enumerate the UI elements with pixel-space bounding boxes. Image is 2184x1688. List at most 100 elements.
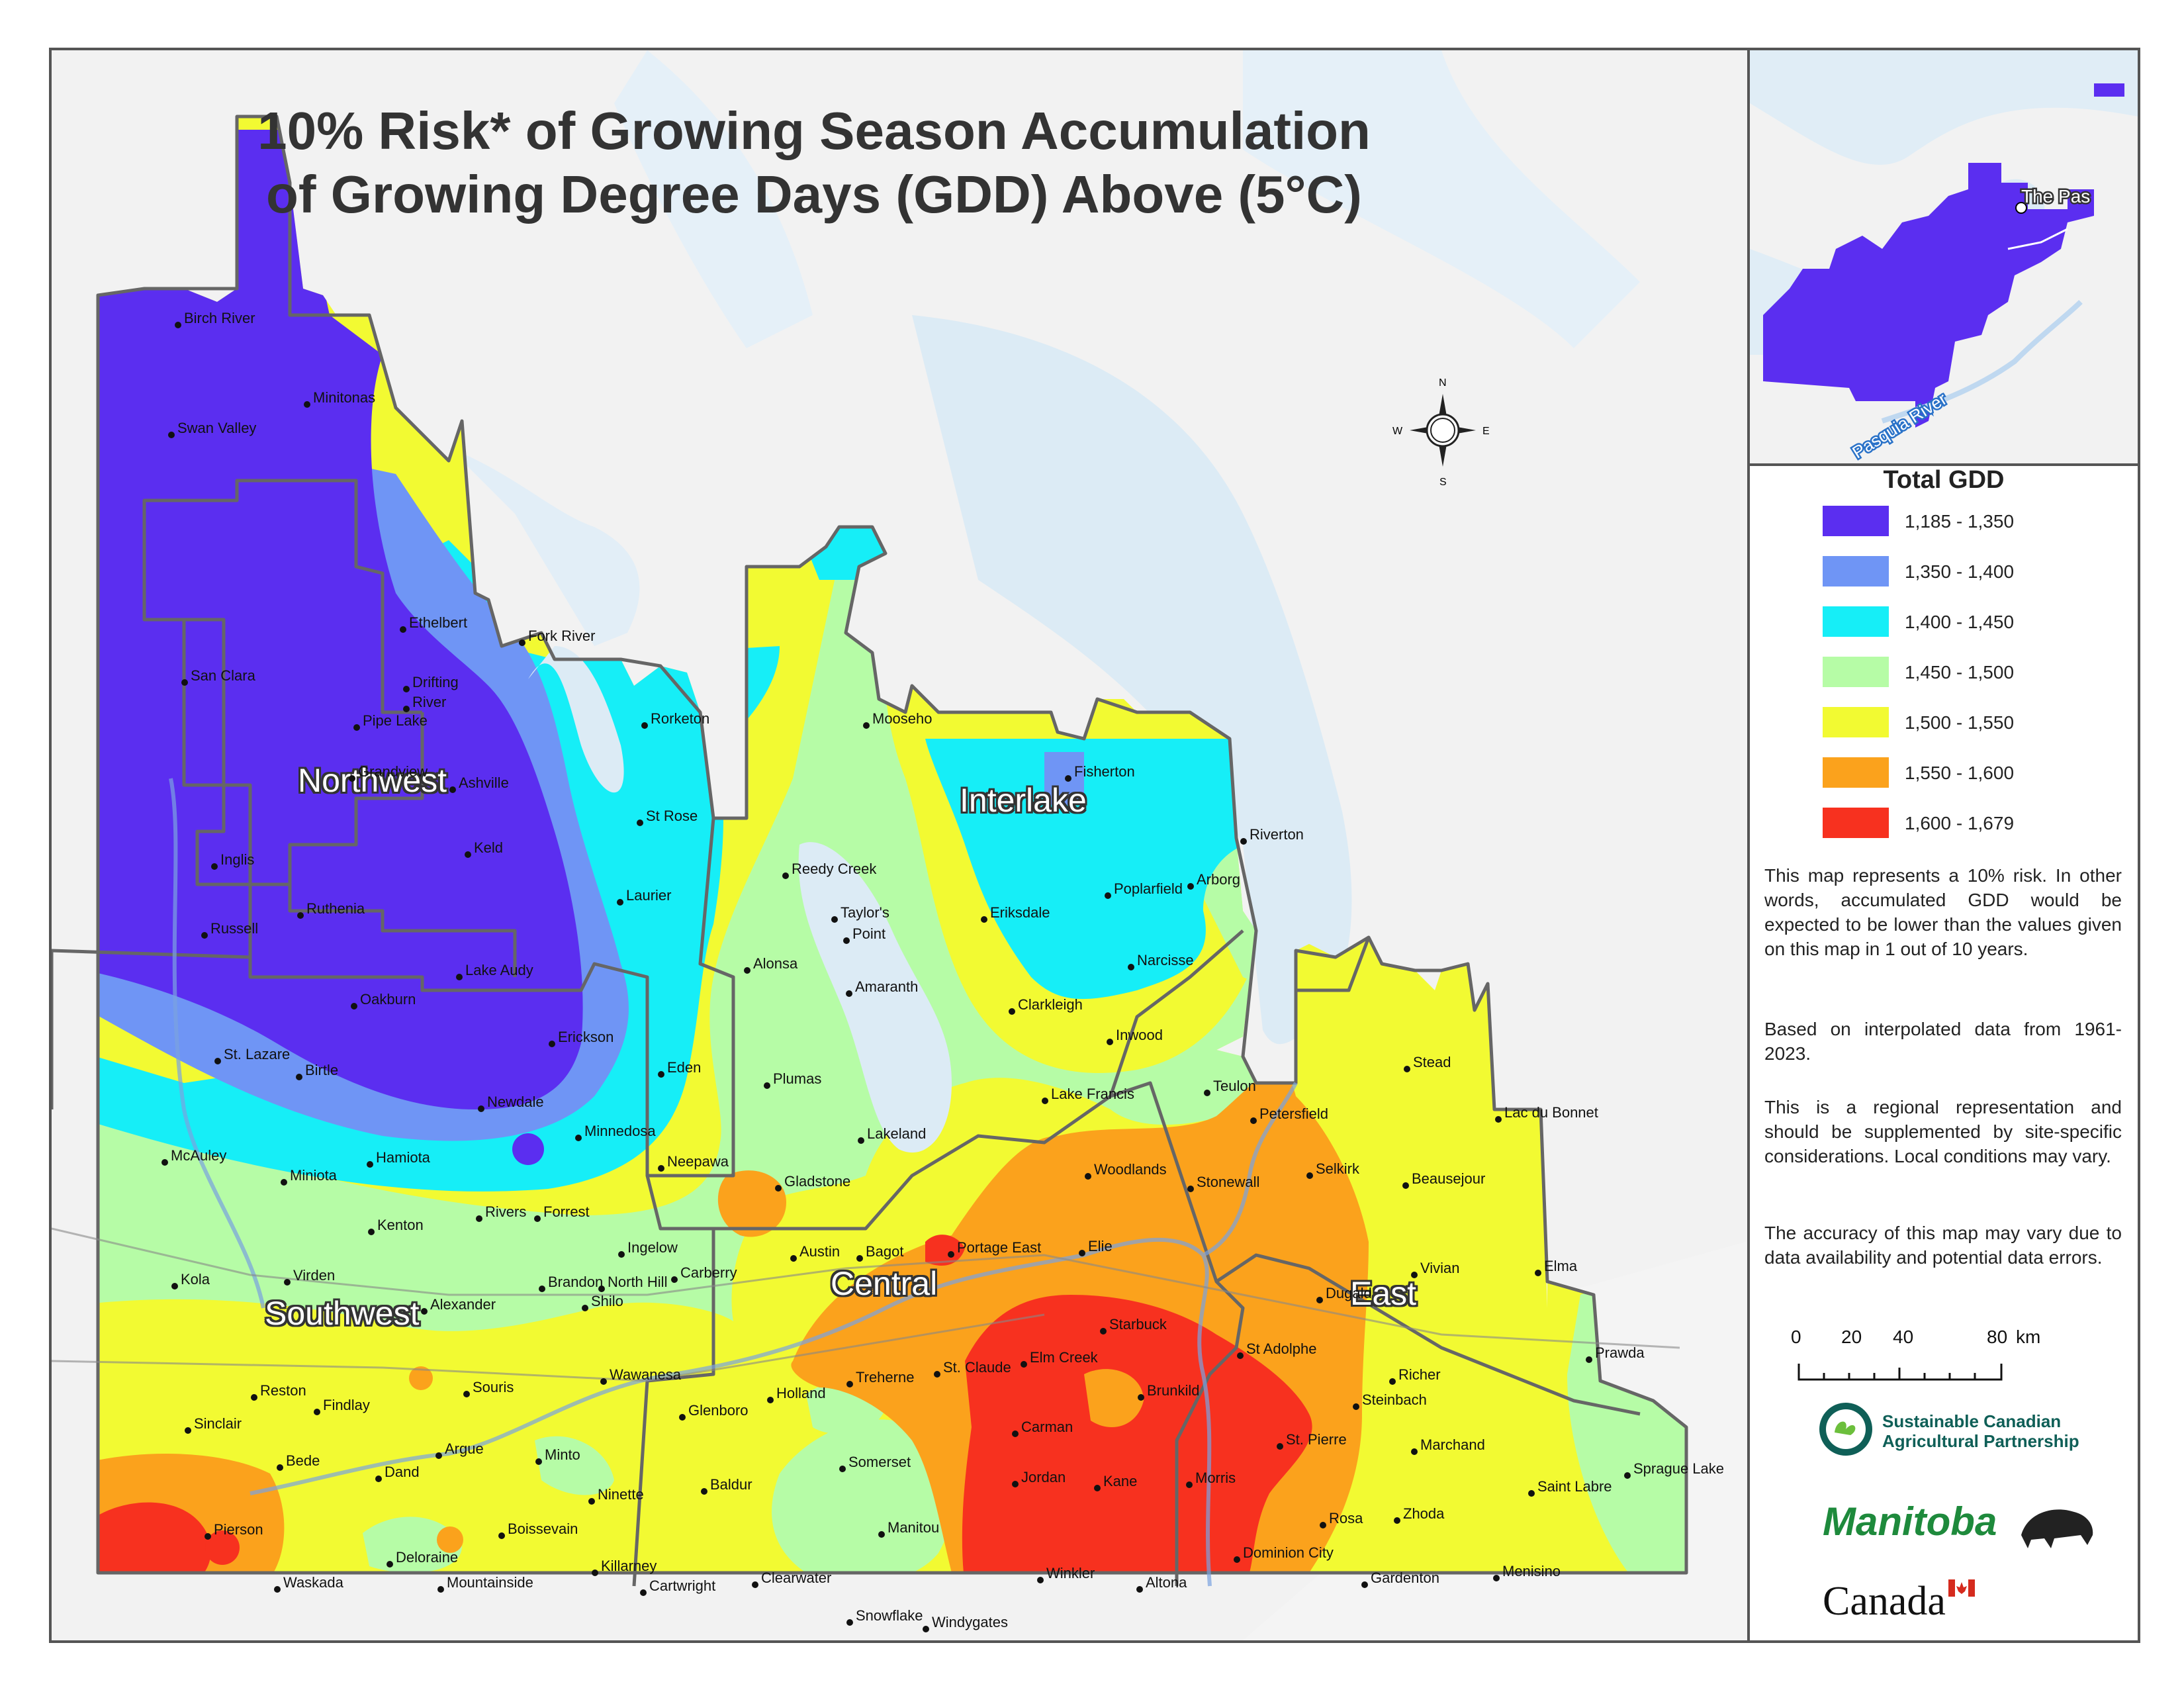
compass-e: E bbox=[1482, 426, 1490, 437]
city-marker bbox=[679, 1414, 686, 1421]
city-label: Reedy Creek bbox=[792, 861, 877, 877]
city-marker bbox=[1404, 1066, 1410, 1072]
city-marker bbox=[600, 1378, 607, 1385]
city-marker bbox=[843, 937, 850, 944]
region-east: East bbox=[1350, 1275, 1417, 1312]
city-marker bbox=[846, 1619, 853, 1626]
city-marker bbox=[1316, 1297, 1323, 1303]
city-marker bbox=[1065, 775, 1071, 782]
city-label: Prawda bbox=[1595, 1344, 1645, 1361]
city-marker bbox=[764, 1082, 770, 1089]
city-label: Clearwater bbox=[761, 1570, 832, 1586]
city-label: Fork River bbox=[528, 628, 596, 644]
city-label: Gladstone bbox=[784, 1173, 851, 1190]
city-marker bbox=[353, 724, 360, 731]
city-label: Carman bbox=[1021, 1419, 1073, 1435]
note-regional: This is a regional representation and sh… bbox=[1764, 1097, 2122, 1166]
city-marker bbox=[367, 1161, 373, 1168]
city-label: Minitonas bbox=[313, 389, 376, 406]
city-label: Oakburn bbox=[360, 991, 416, 1008]
city-label: Riverton bbox=[1250, 826, 1304, 843]
city-marker bbox=[281, 1179, 287, 1186]
city-label: Russell bbox=[210, 920, 259, 937]
city-marker bbox=[1136, 1586, 1143, 1593]
city-label: Holland bbox=[776, 1385, 826, 1401]
inset-town-label: The Pas bbox=[2021, 186, 2090, 207]
city-label: Brandon bbox=[548, 1274, 604, 1290]
city-marker bbox=[575, 1135, 582, 1141]
city-label: St. Lazare bbox=[224, 1046, 291, 1062]
city-label: Treherne bbox=[856, 1369, 915, 1385]
region-central: Central bbox=[831, 1265, 938, 1302]
city-marker bbox=[637, 820, 643, 826]
city-label: Forrest bbox=[543, 1203, 590, 1220]
compass-rose: N S E W bbox=[1390, 374, 1496, 488]
city-label: St. Claude bbox=[943, 1359, 1011, 1376]
scale-tick-0: 0 bbox=[1791, 1327, 1801, 1347]
legend-label: 1,350 - 1,400 bbox=[1905, 561, 2015, 582]
city-marker bbox=[400, 626, 406, 633]
main-map[interactable] bbox=[52, 50, 1747, 1640]
map-frame bbox=[49, 48, 2140, 1643]
city-marker bbox=[1128, 964, 1134, 970]
city-marker bbox=[435, 1452, 442, 1459]
legend-label: 1,185 - 1,350 bbox=[1905, 511, 2015, 532]
city-label: Austin bbox=[799, 1243, 841, 1260]
city-marker bbox=[1493, 1575, 1500, 1581]
city-label: Wawanesa bbox=[610, 1366, 682, 1383]
city-label: San Clara bbox=[191, 667, 255, 684]
city-marker bbox=[387, 1561, 393, 1568]
city-marker bbox=[1237, 1352, 1244, 1359]
city-marker bbox=[1306, 1172, 1313, 1179]
city-marker bbox=[640, 1589, 647, 1596]
city-label: Winkler bbox=[1046, 1565, 1095, 1581]
inset-map[interactable]: The Pas Pasquia River bbox=[1750, 50, 2138, 466]
city-marker bbox=[923, 1626, 929, 1632]
city-marker bbox=[1186, 1481, 1193, 1488]
city-label: Deloraine bbox=[396, 1549, 459, 1566]
city-label: Killarney bbox=[601, 1558, 657, 1574]
city-label: Taylor's bbox=[841, 904, 889, 921]
city-label: Ashville bbox=[459, 774, 509, 791]
compass-s: S bbox=[1439, 477, 1447, 487]
city-marker bbox=[752, 1581, 758, 1588]
city-marker bbox=[846, 1381, 853, 1387]
city-label: Elie bbox=[1088, 1238, 1113, 1254]
canada-flag-icon bbox=[1948, 1579, 1975, 1597]
city-label: Inwood bbox=[1116, 1027, 1163, 1043]
city-label: Neepawa bbox=[667, 1153, 729, 1170]
city-marker bbox=[168, 432, 175, 438]
canada-wordmark: Canada bbox=[1823, 1579, 1946, 1624]
city-label: St Rose bbox=[646, 808, 698, 824]
scale-unit: km bbox=[2016, 1327, 2041, 1347]
legend-swatch bbox=[1823, 808, 1889, 838]
city-marker bbox=[1085, 1173, 1091, 1180]
city-marker bbox=[498, 1532, 505, 1539]
city-marker bbox=[588, 1498, 595, 1505]
map-canvas bbox=[52, 50, 1747, 1640]
city-label: Woodlands bbox=[1094, 1161, 1167, 1178]
scale-tick-80: 80 bbox=[1987, 1327, 2008, 1347]
city-marker bbox=[934, 1371, 940, 1378]
city-label: Point bbox=[852, 925, 886, 942]
city-marker bbox=[878, 1531, 885, 1538]
legend-swatch bbox=[1823, 506, 1889, 536]
city-label: Reston bbox=[260, 1382, 306, 1399]
city-label: Lakeland bbox=[867, 1125, 927, 1142]
city-marker bbox=[214, 1058, 221, 1064]
city-label: Dugald bbox=[1326, 1285, 1372, 1301]
city-marker bbox=[304, 401, 310, 408]
city-marker bbox=[211, 863, 218, 870]
panel-divider bbox=[1747, 48, 1750, 1643]
city-label: Bagot bbox=[866, 1243, 904, 1260]
city-marker bbox=[1042, 1098, 1048, 1104]
legend-label: 1,450 - 1,500 bbox=[1905, 662, 2015, 682]
city-marker bbox=[1107, 1039, 1113, 1045]
city-label: Menisino bbox=[1502, 1563, 1561, 1579]
city-marker bbox=[519, 639, 525, 646]
city-label: Cartwright bbox=[649, 1577, 716, 1594]
city-marker bbox=[274, 1586, 281, 1593]
city-marker bbox=[201, 932, 208, 939]
compass-w: W bbox=[1392, 426, 1403, 437]
city-label: Marchand bbox=[1420, 1436, 1485, 1453]
